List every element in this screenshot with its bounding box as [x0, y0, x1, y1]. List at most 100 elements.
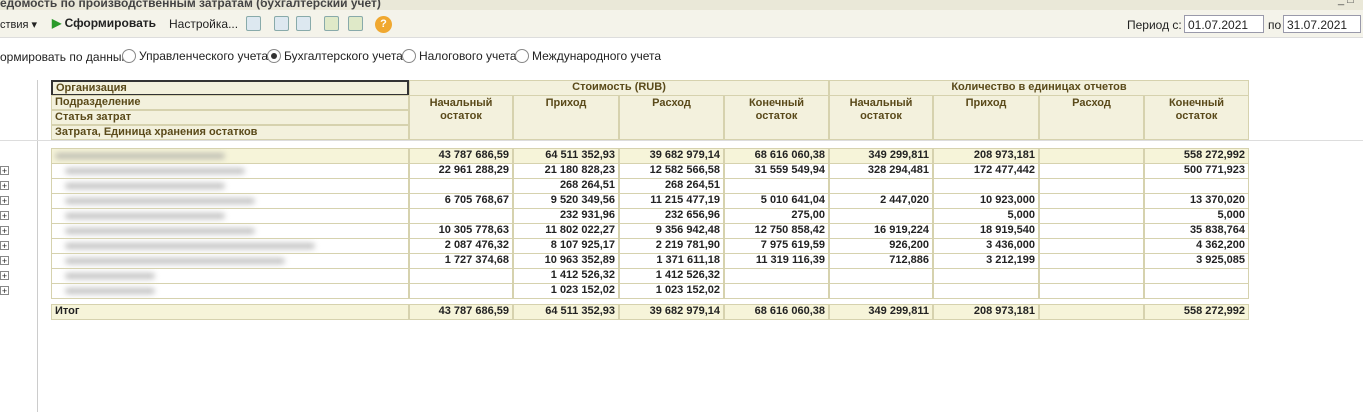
icon-button[interactable]	[246, 16, 261, 31]
radio-label: Бухгалтерского учета	[284, 49, 403, 63]
cell: 43 787 686,59	[409, 304, 513, 320]
cell	[409, 283, 513, 299]
radio[interactable]: Налогового учета	[402, 49, 517, 63]
icon-button[interactable]	[274, 16, 289, 31]
cell	[1039, 193, 1144, 209]
expand-button[interactable]: +	[0, 166, 9, 176]
expand-button[interactable]: +	[0, 226, 9, 236]
cell: 926,200	[829, 238, 933, 254]
group-header: Стоимость (RUB)	[409, 80, 829, 96]
radio-circle	[267, 49, 281, 63]
cell	[1144, 268, 1249, 284]
cell	[1039, 253, 1144, 269]
expand-button[interactable]: +	[0, 271, 9, 281]
cell: 1 023 152,02	[513, 283, 619, 299]
cell: 7 975 619,59	[724, 238, 829, 254]
row-name	[51, 193, 409, 209]
minimize[interactable]: _ □	[1338, 0, 1354, 6]
row-name	[51, 148, 409, 164]
cell: 208 973,181	[933, 148, 1039, 164]
period-from-input[interactable]: 01.07.2021	[1184, 15, 1264, 33]
cell: 10 305 778,63	[409, 223, 513, 239]
column-header: Начальный остаток	[409, 95, 513, 140]
column-header: Расход	[1039, 95, 1144, 140]
cell: 35 838,764	[1144, 223, 1249, 239]
row-header: Организация	[51, 80, 409, 96]
cell: 21 180 828,23	[513, 163, 619, 179]
expand-button[interactable]: +	[0, 256, 9, 266]
expand-button[interactable]: +	[0, 196, 9, 206]
cell	[1039, 223, 1144, 239]
column-header: Конечный остаток	[724, 95, 829, 140]
cell: 268 264,51	[619, 178, 724, 194]
radio-label: Управленческого учета	[139, 49, 268, 63]
blurred-name	[65, 168, 245, 174]
cell: 10 923,000	[933, 193, 1039, 209]
blurred-name	[65, 198, 255, 204]
blurred-name	[65, 273, 155, 279]
cell	[1039, 208, 1144, 224]
cell: 11 802 022,27	[513, 223, 619, 239]
cell	[1039, 238, 1144, 254]
radio[interactable]: Международного учета	[515, 49, 661, 63]
icon-button[interactable]	[296, 16, 311, 31]
column-header: Приход	[513, 95, 619, 140]
cell: 328 294,481	[829, 163, 933, 179]
period-to-input[interactable]: 31.07.2021	[1283, 15, 1361, 33]
cell	[829, 178, 933, 194]
cell	[933, 268, 1039, 284]
cell: 6 705 768,67	[409, 193, 513, 209]
cell: 3 212,199	[933, 253, 1039, 269]
cell	[1039, 268, 1144, 284]
blurred-name	[65, 183, 225, 189]
cell: 43 787 686,59	[409, 148, 513, 164]
cell	[409, 268, 513, 284]
cell: 500 771,923	[1144, 163, 1249, 179]
cell	[1144, 178, 1249, 194]
expand-button[interactable]: +	[0, 181, 9, 191]
cell	[1144, 283, 1249, 299]
cell: 712,886	[829, 253, 933, 269]
generate-button[interactable]: ▶ Сформировать	[52, 16, 156, 30]
cell: 9 356 942,48	[619, 223, 724, 239]
cell: 172 477,442	[933, 163, 1039, 179]
period-from-label: Период с:	[1127, 18, 1182, 32]
radio[interactable]: Бухгалтерского учета	[267, 49, 403, 63]
cell: 16 919,224	[829, 223, 933, 239]
icon-button[interactable]	[324, 16, 339, 31]
cell	[409, 178, 513, 194]
cell: 5,000	[1144, 208, 1249, 224]
cell: 2 087 476,32	[409, 238, 513, 254]
settings-button[interactable]: Настройка...	[169, 17, 239, 31]
column-header: Расход	[619, 95, 724, 140]
row-name	[51, 178, 409, 194]
radio[interactable]: Управленческого учета	[122, 49, 268, 63]
group-header: Количество в единицах отчетов	[829, 80, 1249, 96]
actions-menu[interactable]: ствия ▾	[0, 19, 38, 31]
cell: 10 963 352,89	[513, 253, 619, 269]
cell	[1039, 304, 1144, 320]
radio-circle	[515, 49, 529, 63]
gutter-line	[37, 80, 38, 412]
expand-button[interactable]: +	[0, 241, 9, 251]
cell: 2 447,020	[829, 193, 933, 209]
help-button[interactable]: ?	[375, 16, 392, 33]
cell: 4 362,200	[1144, 238, 1249, 254]
row-header: Затрата, Единица хранения остатков	[51, 125, 409, 140]
cell: 18 919,540	[933, 223, 1039, 239]
radio-circle	[402, 49, 416, 63]
cell: 5,000	[933, 208, 1039, 224]
cell: 5 010 641,04	[724, 193, 829, 209]
row-name	[51, 283, 409, 299]
expand-button[interactable]: +	[0, 286, 9, 296]
cell: 232 931,96	[513, 208, 619, 224]
cell: 232 656,96	[619, 208, 724, 224]
icon-button[interactable]	[348, 16, 363, 31]
cell: 558 272,992	[1144, 304, 1249, 320]
cell	[1039, 178, 1144, 194]
cell: 349 299,811	[829, 148, 933, 164]
period-to-label: по	[1268, 18, 1282, 32]
expand-button[interactable]: +	[0, 211, 9, 221]
header-divider	[0, 140, 1363, 141]
column-header: Приход	[933, 95, 1039, 140]
